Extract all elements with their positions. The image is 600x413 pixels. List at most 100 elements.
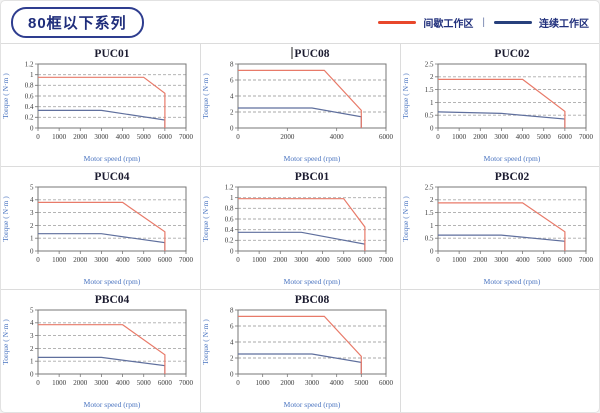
y-tick-label: 0.6: [225, 215, 234, 223]
x-tick-label: 1000: [52, 256, 67, 264]
y-tick-label: 5: [30, 306, 34, 314]
x-tick-label: 0: [236, 379, 240, 387]
x-tick-label: 7000: [179, 256, 194, 264]
intermittent-line: [238, 69, 362, 128]
x-tick-label: 3000: [94, 256, 109, 264]
chart-title: PBC01: [295, 171, 330, 183]
plot-border: [437, 63, 587, 129]
chart-title: PBC02: [495, 171, 530, 183]
chart-puc04: 0 1 2 3 4 5 0 1000 2000 3000 4000 5000 6000 7000 Torqu…: [1, 171, 194, 286]
y-tick-label: 8: [230, 60, 234, 68]
y-tick-label: 2: [230, 108, 234, 116]
x-tick-label: 4000: [116, 379, 131, 387]
chart-cell-puc01: 0 0.2 0.4 0.6 0.8 1 1.2 0 1000 2000 3000 4000 5000 60…: [1, 44, 201, 167]
chart-puc02: 0 0.5 1 1.5 2 2.5 0 1000 2000 3000 4000 5000 6000 700…: [401, 48, 594, 163]
y-axis-label: Torque ( N·m ): [401, 73, 410, 119]
chart-pbc08: 0 2 4 6 8 0 1000 2000 3000 4000 5000 6000 Torque ( N…: [201, 294, 394, 409]
y-axis-label: Torque ( N·m ): [1, 196, 10, 242]
y-tick-label: 0.4: [25, 103, 34, 111]
chart-grid: 0 0.2 0.4 0.6 0.8 1 1.2 0 1000 2000 3000 4000 5000 60…: [1, 43, 599, 412]
x-tick-label: 6000: [379, 379, 394, 387]
intermittent-line: [438, 202, 566, 251]
y-axis-label: Torque ( N·m ): [401, 196, 410, 242]
chart-cell-puc04: 0 1 2 3 4 5 0 1000 2000 3000 4000 5000 6000 7000 Torqu…: [1, 167, 201, 290]
y-tick-label: 1.2: [25, 60, 34, 68]
x-tick-label: 5000: [137, 256, 152, 264]
continuous-line: [38, 233, 166, 251]
y-tick-label: 4: [230, 338, 234, 346]
legend: 间歇工作区 | 连续工作区: [378, 15, 589, 30]
y-tick-label: 0: [430, 247, 434, 255]
x-tick-label: 2000: [73, 256, 88, 264]
chart-cell-pbc04: 0 1 2 3 4 5 0 1000 2000 3000 4000 5000 6000 7000 Torqu…: [1, 290, 201, 412]
chart-title: PBC04: [95, 294, 130, 306]
x-tick-label: 7000: [179, 133, 194, 141]
x-tick-label: 4000: [330, 379, 345, 387]
y-tick-label: 1: [230, 194, 234, 202]
y-tick-label: 2.5: [425, 60, 434, 68]
x-tick-label: 7000: [579, 133, 594, 141]
y-tick-label: 1.5: [425, 86, 434, 94]
y-tick-label: 1.2: [225, 183, 234, 191]
plot-border: [37, 186, 187, 252]
x-tick-label: 0: [236, 256, 240, 264]
y-tick-label: 0.5: [425, 112, 434, 120]
x-tick-label: 2000: [473, 256, 488, 264]
y-tick-label: 0.8: [225, 205, 234, 213]
chart-puc08: 0 2 4 6 8 0 2000 4000 6000 Torque ( N·m ) Motor sp…: [201, 47, 394, 163]
continuous-line: [238, 353, 362, 374]
y-tick-label: 2: [30, 222, 34, 230]
x-tick-label: 0: [436, 256, 440, 264]
y-axis-label: Torque ( N·m ): [201, 196, 210, 242]
y-tick-label: 2: [230, 354, 234, 362]
x-tick-label: 4000: [316, 256, 331, 264]
y-tick-label: 0.2: [225, 237, 234, 245]
x-tick-label: 6000: [379, 133, 394, 141]
x-tick-label: 3000: [305, 379, 320, 387]
x-tick-label: 3000: [94, 379, 109, 387]
intermittent-line-swatch: [378, 20, 417, 24]
y-tick-label: 4: [30, 196, 34, 204]
x-tick-label: 5000: [537, 256, 552, 264]
x-tick-label: 7000: [179, 379, 194, 387]
y-tick-label: 0.2: [25, 114, 34, 122]
x-tick-label: 7000: [379, 256, 394, 264]
y-tick-label: 4: [30, 319, 34, 327]
x-tick-label: 5000: [354, 379, 369, 387]
panel-header: 80框以下系列 间歇工作区 | 连续工作区: [1, 1, 599, 43]
x-tick-label: 2000: [73, 379, 88, 387]
y-tick-label: 0.8: [25, 82, 34, 90]
y-tick-label: 1: [30, 71, 34, 79]
chart-title: PUC02: [494, 48, 529, 60]
y-tick-label: 0: [30, 370, 34, 378]
y-tick-label: 1.5: [425, 209, 434, 217]
y-tick-label: 1: [430, 222, 434, 230]
x-tick-label: 1000: [452, 133, 467, 141]
plot-border: [37, 309, 187, 375]
y-tick-label: 4: [230, 92, 234, 100]
intermittent-line: [38, 76, 166, 128]
x-tick-label: 4000: [330, 133, 345, 141]
x-tick-label: 0: [36, 133, 40, 141]
x-tick-label: 3000: [494, 133, 509, 141]
continuous-line: [238, 231, 366, 251]
x-tick-label: 3000: [94, 133, 109, 141]
x-axis-label: Motor speed (rpm): [284, 400, 341, 409]
x-tick-label: 1000: [52, 379, 67, 387]
y-tick-label: 0: [230, 247, 234, 255]
intermittent-line: [438, 78, 566, 128]
y-tick-label: 2: [430, 73, 434, 81]
chart-cell-pbc08: 0 2 4 6 8 0 1000 2000 3000 4000 5000 6000 Torque ( N…: [201, 290, 401, 412]
intermittent-line: [238, 315, 362, 374]
chart-title: PUC04: [94, 171, 129, 183]
x-axis-label: Motor speed (rpm): [84, 400, 141, 409]
y-tick-label: 6: [230, 322, 234, 330]
continuous-line: [38, 356, 166, 374]
series-badge: 80框以下系列: [11, 6, 144, 38]
x-tick-label: 6000: [158, 379, 173, 387]
x-tick-label: 1000: [252, 256, 267, 264]
x-tick-label: 7000: [579, 256, 594, 264]
y-tick-label: 0.4: [225, 226, 234, 234]
x-tick-label: 5000: [137, 379, 152, 387]
